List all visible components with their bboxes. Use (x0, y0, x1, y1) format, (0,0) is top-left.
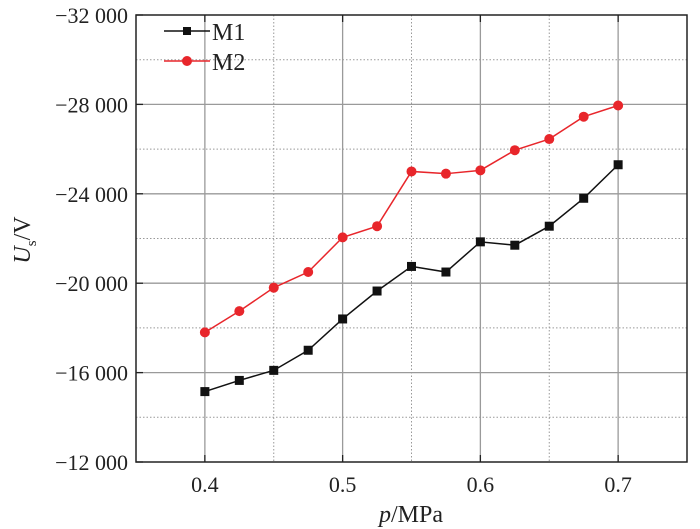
y-tick-label: −24 000 (55, 182, 128, 207)
plot-frame (135, 14, 688, 463)
data-point-m1 (579, 193, 589, 203)
y-tick-label: −12 000 (55, 450, 128, 475)
data-point-m1 (407, 261, 416, 271)
y-tick-label: −28 000 (55, 92, 128, 117)
data-point-m1 (510, 240, 520, 250)
data-point-m1 (269, 365, 279, 375)
x-tick-label: 0.4 (191, 472, 219, 497)
data-point-m2 (234, 306, 245, 317)
data-point-m2 (199, 327, 210, 338)
data-point-m2 (544, 134, 555, 145)
legend-marker-m2 (182, 56, 192, 66)
legend-marker-m1 (183, 27, 191, 35)
grid (135, 15, 688, 462)
data-point-m2 (337, 232, 348, 243)
data-point-m1 (441, 267, 451, 277)
data-point-m1 (544, 221, 554, 231)
x-tick-label: 0.5 (329, 472, 357, 497)
data-point-m2 (613, 100, 624, 111)
data-point-m2 (440, 168, 451, 179)
data-point-m2 (475, 165, 486, 176)
data-point-m2 (303, 267, 314, 278)
data-point-m2 (372, 221, 383, 232)
data-point-m1 (613, 160, 623, 170)
data-point-m2 (406, 166, 417, 177)
data-point-m1 (234, 375, 244, 385)
data-point-m2 (509, 145, 520, 156)
data-point-m1 (200, 387, 210, 397)
series-layer (199, 100, 624, 397)
data-point-m1 (475, 237, 485, 247)
y-tick-label: −16 000 (55, 361, 128, 386)
legend-label-m2: M2 (212, 50, 245, 76)
data-point-m1 (338, 314, 348, 324)
data-point-m2 (578, 111, 589, 122)
x-tick-label: 0.7 (604, 472, 632, 497)
data-point-m1 (303, 345, 313, 355)
axis-ticks: 0.4 0.5 0.6 0.7 −12 000 −16 000 −20 000 −24 000… (55, 3, 632, 497)
data-point-m1 (372, 286, 382, 296)
y-tick-label: −20 000 (55, 271, 128, 296)
y-tick-label: −32 000 (55, 3, 128, 28)
y-axis-label: Us/V (10, 216, 40, 264)
x-tick-label: 0.6 (467, 472, 495, 497)
legend-label-m1: M1 (212, 20, 245, 46)
x-axis-label: p/MPa (377, 502, 443, 528)
data-point-m2 (268, 282, 279, 293)
